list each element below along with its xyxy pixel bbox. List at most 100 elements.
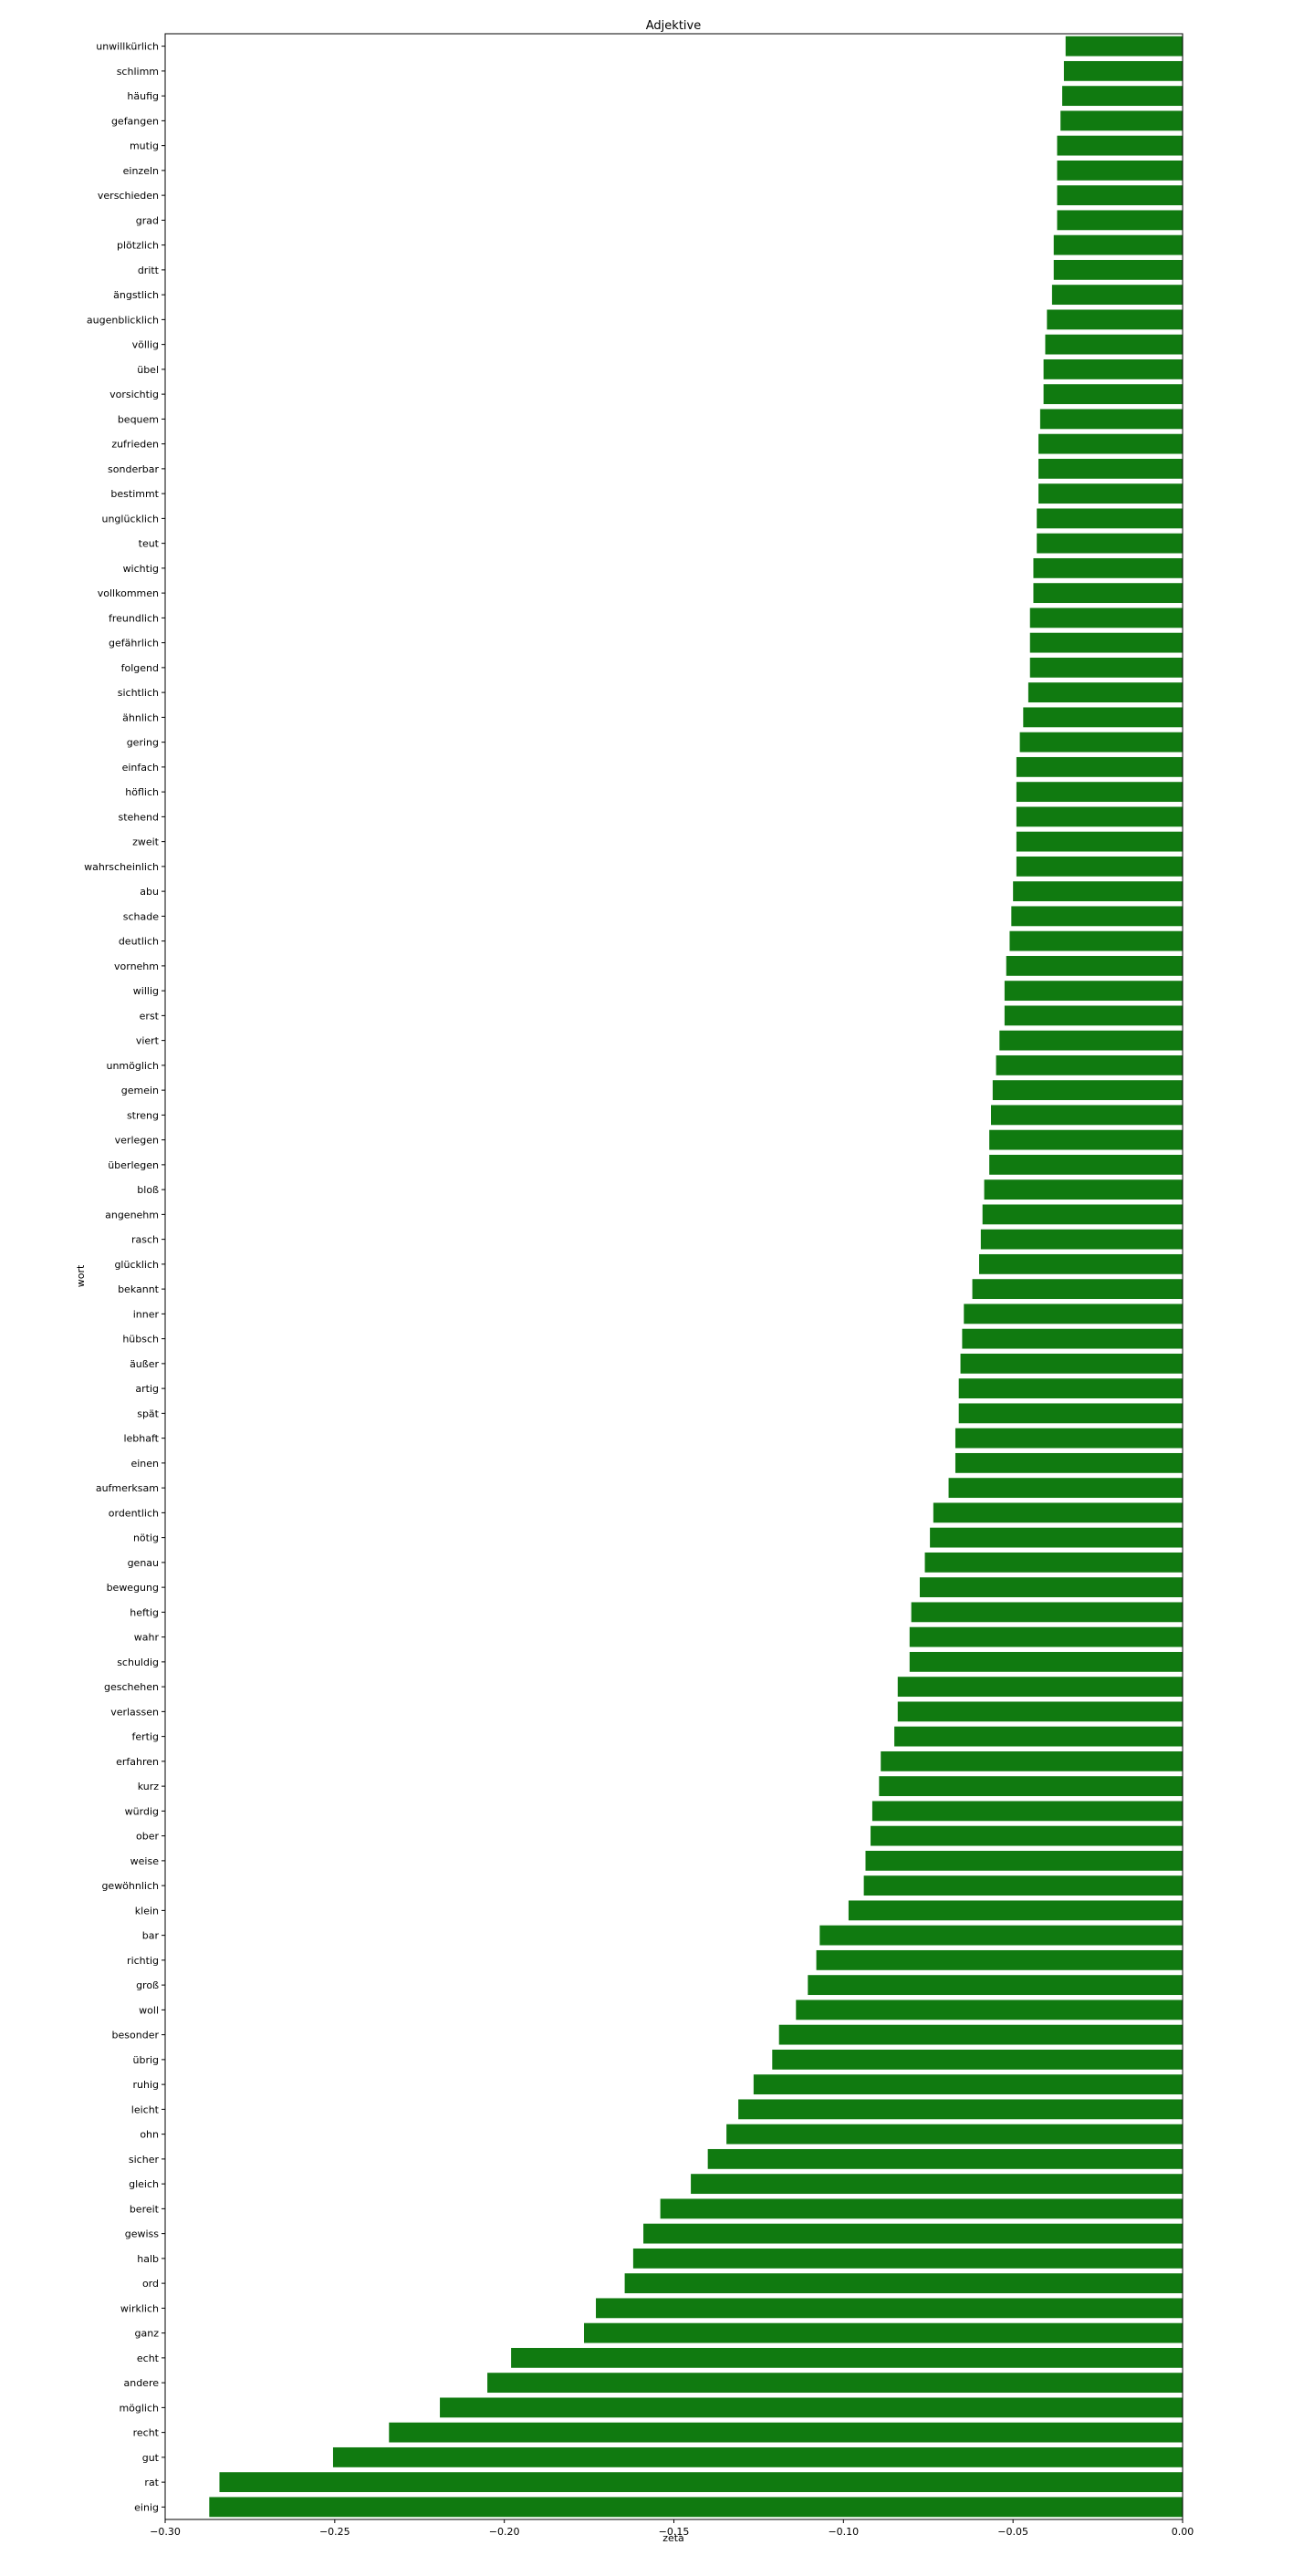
category-label: lebhaft: [123, 1433, 159, 1445]
bar: [996, 1054, 1183, 1075]
category-label: zufrieden: [111, 439, 159, 451]
bar: [911, 1602, 1183, 1623]
bar: [726, 2124, 1183, 2145]
bar: [1057, 210, 1183, 231]
bar: [707, 2148, 1183, 2169]
bar: [1029, 657, 1183, 678]
bar: [979, 1253, 1183, 1274]
bar: [1029, 608, 1183, 628]
bar: [992, 1080, 1183, 1101]
bar: [511, 2347, 1183, 2368]
bar: [919, 1577, 1183, 1598]
category-label: rasch: [131, 1234, 159, 1246]
x-axis-label: zeta: [662, 2532, 684, 2544]
x-tick-label: −0.30: [150, 2526, 181, 2538]
category-label: hübsch: [122, 1334, 159, 1345]
bar: [933, 1502, 1183, 1523]
bar: [1038, 483, 1183, 504]
bar: [816, 1949, 1183, 1970]
category-label: vollkommen: [98, 587, 159, 599]
bar: [960, 1353, 1183, 1374]
bar: [1051, 285, 1183, 306]
bar: [989, 1129, 1183, 1150]
bar: [796, 2000, 1183, 2020]
bar: [1004, 981, 1183, 1002]
bar: [1060, 110, 1183, 131]
category-label: weise: [130, 1855, 160, 1867]
bar: [984, 1179, 1183, 1200]
category-label: kurz: [138, 1781, 160, 1792]
bar: [753, 2074, 1183, 2095]
category-label: augenblicklich: [87, 314, 159, 326]
bar: [1033, 557, 1183, 578]
category-label: wahr: [134, 1632, 160, 1644]
bar: [897, 1677, 1183, 1698]
category-label: teut: [139, 538, 160, 550]
x-tick-label: −0.25: [319, 2526, 350, 2538]
category-label: bar: [142, 1930, 160, 1942]
bar: [778, 2024, 1183, 2045]
x-tick-label: −0.10: [828, 2526, 859, 2538]
category-label: halb: [137, 2253, 159, 2265]
category-label: leicht: [131, 2103, 160, 2115]
bar: [1057, 185, 1183, 206]
bar: [1016, 756, 1183, 777]
bar: [624, 2273, 1183, 2294]
bar: [1016, 782, 1183, 803]
bar: [897, 1701, 1183, 1722]
bar: [1016, 856, 1183, 877]
category-label: vorsichtig: [110, 389, 159, 400]
category-label: gefährlich: [109, 638, 159, 649]
category-label: einen: [130, 1458, 159, 1470]
y-axis-label: wort: [75, 1264, 87, 1287]
category-label: richtig: [127, 1955, 159, 1967]
category-label: woll: [139, 2004, 159, 2016]
category-label: gering: [127, 737, 159, 749]
category-label: bewegung: [107, 1582, 159, 1594]
category-label: dritt: [138, 265, 160, 276]
category-label: folgend: [121, 662, 159, 674]
category-label: häufig: [127, 90, 159, 102]
bar: [1043, 384, 1183, 405]
category-label: überlegen: [108, 1159, 159, 1171]
category-label: sonderbar: [108, 463, 159, 475]
bar: [1053, 259, 1183, 280]
category-label: stehend: [118, 811, 159, 823]
bar: [1043, 358, 1183, 379]
bar: [1023, 707, 1183, 728]
category-label: ganz: [135, 2328, 160, 2340]
bar: [1062, 86, 1183, 107]
category-label: bereit: [130, 2203, 160, 2215]
category-label: einig: [134, 2501, 159, 2513]
bar: [871, 1825, 1183, 1846]
bar: [1038, 458, 1183, 479]
category-label: glücklich: [114, 1259, 159, 1271]
bar: [909, 1651, 1183, 1672]
category-label: verlegen: [115, 1135, 159, 1147]
bar: [1057, 135, 1183, 156]
category-labels-group: unwillkürlich schlimm häufig gefangen mutig e…: [84, 41, 165, 2513]
bar: [808, 1975, 1183, 1996]
bar: [948, 1478, 1183, 1499]
category-label: sichtlich: [118, 687, 159, 699]
bar: [643, 2223, 1183, 2244]
bar: [999, 1030, 1183, 1051]
category-label: vornehm: [114, 961, 159, 972]
bar: [863, 1875, 1183, 1896]
bar: [954, 1452, 1183, 1473]
chart-title: Adjektive: [646, 19, 701, 33]
category-label: gewöhnlich: [101, 1880, 159, 1892]
category-label: verlassen: [110, 1706, 159, 1718]
bars-group: [209, 36, 1184, 2518]
category-label: bekannt: [118, 1283, 160, 1295]
bar: [1045, 334, 1183, 355]
x-tick-label: −0.20: [489, 2526, 520, 2538]
category-label: andere: [123, 2377, 159, 2389]
bar: [632, 2248, 1183, 2269]
bar: [487, 2373, 1183, 2394]
category-label: wichtig: [123, 563, 159, 575]
category-label: einfach: [122, 762, 159, 774]
bar: [1004, 1005, 1183, 1026]
category-label: wahrscheinlich: [84, 861, 159, 873]
bar: [982, 1204, 1183, 1225]
